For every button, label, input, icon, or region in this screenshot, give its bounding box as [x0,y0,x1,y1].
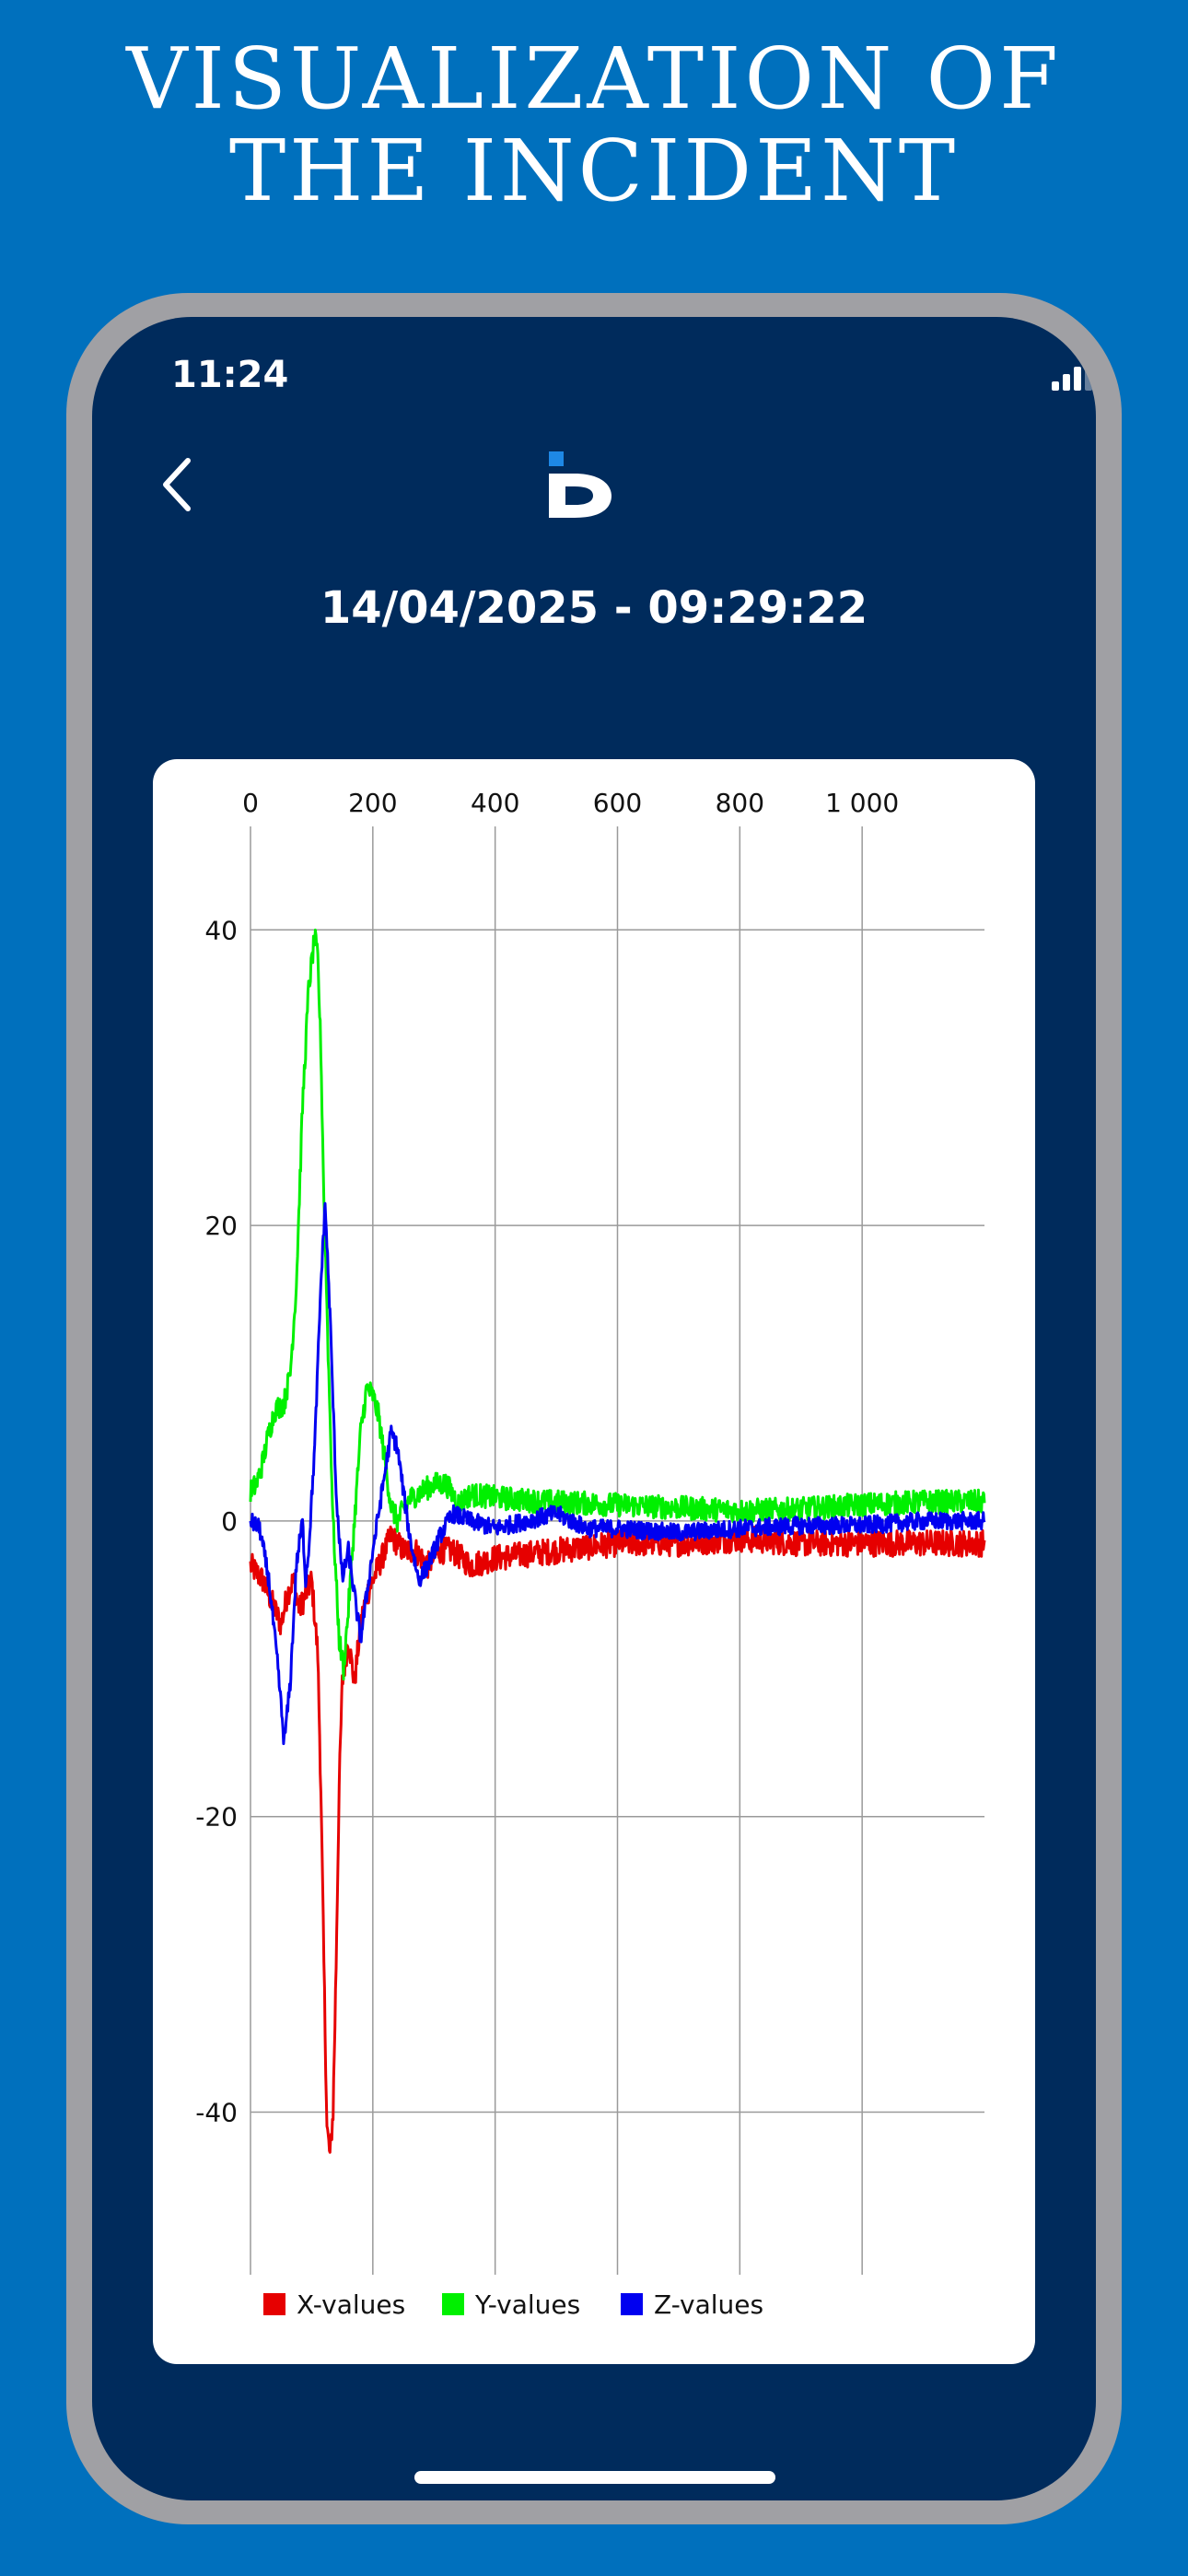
status-time: 11:24 [171,354,289,396]
x-tick-label: 400 [471,788,519,818]
legend-swatch [263,2293,285,2315]
phone-screen: 11:24 81 14/04/2025 - 09:29:22 020040060… [92,317,1096,2500]
legend-swatch [621,2293,643,2315]
app-logo-icon [549,451,611,518]
x-tick-label: 200 [348,788,397,818]
headline-line-2: THE INCIDENT [228,122,960,220]
y-tick-label: 20 [204,1211,238,1241]
incident-datetime: 14/04/2025 - 09:29:22 [320,582,868,634]
signal-icon [1052,359,1092,391]
chevron-left-icon [163,458,191,511]
y-tick-label: -20 [195,1802,238,1832]
page-headline: VISUALIZATION OF THE INCIDENT [0,33,1188,217]
back-button[interactable] [147,446,206,523]
series-line-z-values [249,1201,986,1746]
legend-label: Z-values [654,2289,763,2320]
home-indicator[interactable] [414,2471,775,2484]
x-tick-label: 600 [593,788,642,818]
x-tick-label: 0 [242,788,259,818]
legend-label: X-values [297,2289,405,2320]
legend-swatch [442,2293,464,2315]
chart-card: 0 200 400 600 800 1 000 40 20 0 -20 -40 X-values Y-v… [153,759,1035,2364]
y-tick-label: 0 [221,1506,238,1537]
x-tick-label: 800 [716,788,764,818]
y-tick-label: 40 [204,915,238,945]
series-line-y-values [249,928,986,1681]
y-tick-label: -40 [195,2098,238,2128]
headline-line-1: VISUALIZATION OF [126,29,1062,128]
x-tick-label: 1 000 [825,788,899,818]
legend-label: Y-values [474,2289,580,2320]
